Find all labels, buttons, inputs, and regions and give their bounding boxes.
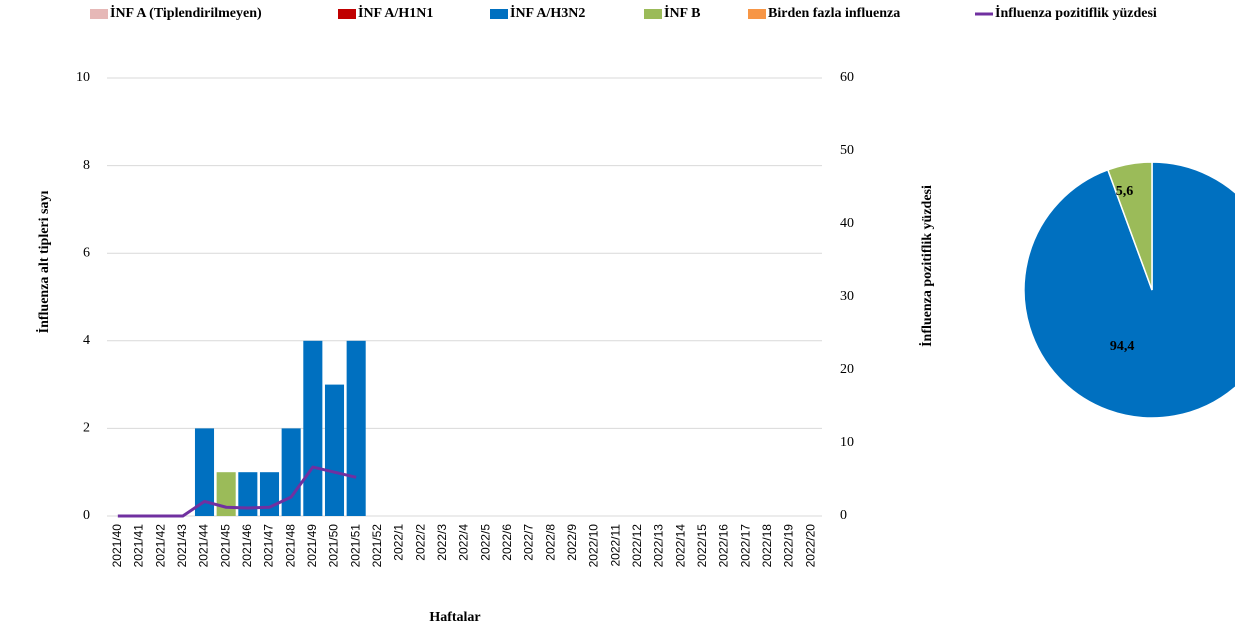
x-tick-label: 2022/10 xyxy=(587,524,601,568)
x-tick-label: 2022/14 xyxy=(673,524,687,568)
bar xyxy=(324,384,345,516)
x-tick-label: 2021/41 xyxy=(132,524,146,568)
legend-swatch xyxy=(644,9,662,19)
x-tick-label: 2021/48 xyxy=(283,524,297,568)
y-tick-label: 10 xyxy=(76,70,90,85)
y2-tick-label: 40 xyxy=(840,216,854,231)
x-tick-label: 2022/11 xyxy=(608,524,622,567)
y2-tick-label: 50 xyxy=(840,143,854,158)
x-tick-label: 2021/43 xyxy=(175,524,189,568)
legend-swatch xyxy=(338,9,356,19)
x-tick-label: 2021/44 xyxy=(197,524,211,568)
x-tick-label: 2021/49 xyxy=(305,524,319,568)
x-tick-label: 2021/40 xyxy=(110,524,124,568)
bar xyxy=(303,340,323,516)
bar xyxy=(346,340,366,516)
line xyxy=(117,465,357,518)
bar xyxy=(238,472,258,516)
x-tick-label: 2021/45 xyxy=(218,524,232,568)
legend-label: İNF A (Tiplendirilmeyen) xyxy=(110,4,262,21)
x-tick-label: 2022/7 xyxy=(522,524,536,561)
x-tick-label: 2022/5 xyxy=(478,524,492,561)
x-tick-label: 2022/15 xyxy=(695,524,709,568)
y2-axis-title: İnfluenza pozitiflik yüzdesi xyxy=(918,185,935,347)
bar xyxy=(281,428,301,516)
pie-label: 5,6 xyxy=(1116,184,1134,199)
y2-tick-label: 0 xyxy=(840,508,847,523)
x-tick-label: 2021/46 xyxy=(240,524,254,568)
y2-tick-label: 10 xyxy=(840,435,854,450)
legend-swatch xyxy=(748,9,766,19)
legend-swatch xyxy=(90,9,108,19)
x-tick-label: 2021/50 xyxy=(327,524,341,568)
legend-label: İNF B xyxy=(664,4,700,21)
pie-slice xyxy=(1023,161,1235,419)
y-tick-label: 4 xyxy=(83,333,90,348)
y-tick-label: 8 xyxy=(83,158,90,173)
legend-label: İnfluenza pozitiflik yüzdesi xyxy=(995,4,1157,21)
x-axis-title: Haftalar xyxy=(429,610,480,625)
y2-tick-label: 30 xyxy=(840,289,854,304)
y-axis-title: İnfluenza alt tipleri sayı xyxy=(35,191,52,334)
y2-tick-label: 20 xyxy=(840,362,854,377)
x-tick-label: 2022/13 xyxy=(652,524,666,568)
x-tick-label: 2021/52 xyxy=(370,524,384,568)
x-tick-label: 2022/1 xyxy=(392,524,406,561)
y-tick-label: 6 xyxy=(83,245,90,260)
x-tick-label: 2022/12 xyxy=(630,524,644,568)
legend-label: İNF A/H1N1 xyxy=(358,4,433,21)
x-tick-label: 2022/18 xyxy=(760,524,774,568)
x-tick-label: 2022/17 xyxy=(738,524,752,568)
x-tick-label: 2022/6 xyxy=(500,524,514,561)
pie-slice xyxy=(1106,161,1153,291)
x-tick-label: 2022/19 xyxy=(782,524,796,568)
x-tick-label: 2021/47 xyxy=(262,524,276,568)
x-tick-label: 2021/51 xyxy=(348,524,362,568)
x-tick-label: 2022/9 xyxy=(565,524,579,561)
x-tick-label: 2022/20 xyxy=(803,524,817,568)
x-tick-label: 2021/42 xyxy=(153,524,167,568)
x-tick-label: 2022/16 xyxy=(717,524,731,568)
y-tick-label: 0 xyxy=(83,508,90,523)
legend-label: Birden fazla influenza xyxy=(768,6,900,21)
legend-swatch xyxy=(490,9,508,19)
pie-label: 94,4 xyxy=(1110,339,1135,354)
bar xyxy=(216,472,236,516)
x-tick-label: 2022/3 xyxy=(435,524,449,561)
x-tick-label: 2022/4 xyxy=(457,524,471,561)
bar xyxy=(194,428,215,516)
bar xyxy=(259,472,280,516)
x-tick-label: 2022/2 xyxy=(413,524,427,561)
x-tick-label: 2022/8 xyxy=(543,524,557,561)
legend-label: İNF A/H3N2 xyxy=(510,4,585,21)
y2-tick-label: 60 xyxy=(840,70,854,85)
y-tick-label: 2 xyxy=(83,421,90,436)
